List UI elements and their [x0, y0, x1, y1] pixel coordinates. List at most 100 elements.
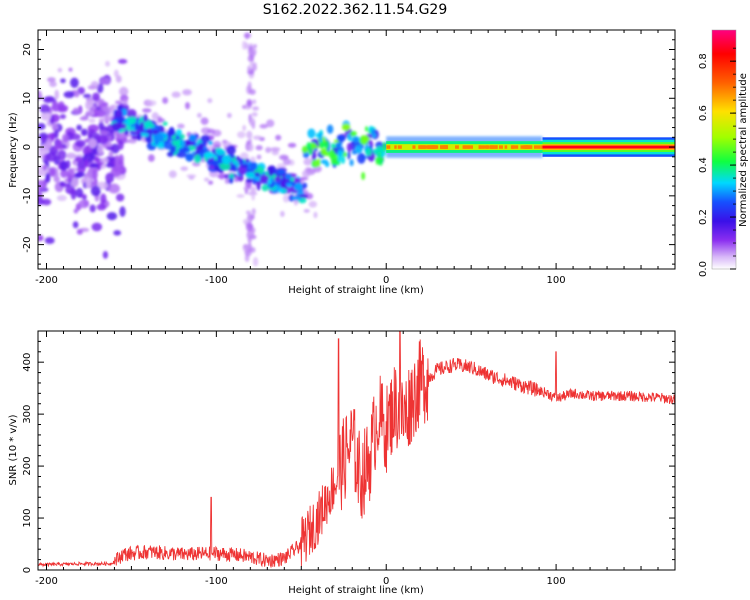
spectrogram-band-core	[432, 145, 438, 149]
spectrogram-blob	[79, 116, 89, 121]
spectrogram-blob	[51, 122, 59, 132]
spectrogram-blob	[86, 99, 94, 106]
spectrogram-blob	[115, 193, 125, 202]
spectrogram-blob	[250, 186, 257, 193]
spectrogram-blob	[83, 93, 92, 99]
spectrogram-blob	[89, 204, 96, 213]
spectrogram-blob	[357, 152, 366, 164]
spectrogram-blob	[254, 172, 261, 177]
spectrogram-blob	[44, 237, 55, 245]
spectrogram-blob	[328, 149, 336, 159]
spectrogram-blob	[253, 44, 257, 49]
spectrogram-blob	[249, 61, 257, 67]
spectrogram-blob	[291, 196, 302, 201]
spectrogram-blob	[93, 178, 98, 187]
spectrogram-blob	[96, 134, 109, 145]
spectrogram-blob	[267, 178, 272, 185]
snr-marks	[38, 331, 675, 569]
spectrogram-band-core	[427, 145, 436, 149]
spectrogram-blob	[247, 143, 254, 152]
spectrogram-x-tick-label: 0	[383, 275, 389, 286]
spectrogram-blob	[100, 193, 107, 204]
colorbar-tick-label: 0.4	[698, 157, 709, 173]
spectrogram-blob	[249, 47, 257, 56]
spectrogram-frame	[37, 29, 676, 270]
spectrogram-blob	[307, 128, 316, 139]
spectrogram-blob	[102, 113, 112, 122]
spectrogram-band-core	[418, 145, 422, 149]
spectrogram-blob	[247, 81, 252, 92]
spectrogram-blob	[163, 140, 173, 150]
spectrogram-blob	[117, 140, 124, 150]
spectrogram-blob	[60, 169, 68, 178]
spectrogram-blob	[89, 162, 100, 168]
spectrogram-blob	[200, 134, 211, 143]
spectrogram-blob	[157, 118, 166, 123]
spectrogram-band-core	[524, 145, 533, 149]
spectrogram-blob	[162, 121, 168, 126]
spectrogram-band-core	[533, 145, 541, 149]
spectrogram-blob	[301, 182, 308, 189]
spectrogram-blob	[65, 152, 77, 159]
spectrogram-x-tick-label: 100	[547, 275, 566, 286]
spectrogram-blob	[293, 182, 303, 191]
spectrogram-blob	[200, 117, 209, 125]
spectrogram-blob	[171, 91, 181, 98]
spectrogram-blob	[98, 118, 104, 123]
spectrogram-y-tick-label: -10	[22, 188, 33, 204]
spectrogram-blob	[361, 172, 366, 181]
spectrogram-blob	[139, 121, 145, 132]
spectrogram-band-core	[510, 145, 515, 149]
spectrogram-blob	[179, 140, 186, 148]
snr-y-tick-label: 300	[22, 405, 33, 424]
spectrogram-blob	[270, 147, 281, 152]
spectrogram-blob	[245, 210, 251, 215]
spectrogram-blob	[203, 177, 210, 182]
spectrogram-y-tick-label: 10	[22, 92, 33, 105]
spectrogram-blob	[245, 222, 253, 232]
spectrogram-blob	[244, 188, 248, 195]
spectrogram-blob	[335, 141, 343, 148]
spectrogram-blob	[119, 206, 126, 217]
spectrogram-blob	[143, 114, 148, 123]
spectrogram-blob	[248, 88, 256, 95]
spectrogram-blob	[70, 177, 79, 188]
spectrogram-blob	[114, 109, 123, 118]
spectrogram-blob	[180, 166, 189, 171]
spectrogram-band-core	[455, 145, 459, 149]
spectrogram-blob	[56, 195, 67, 202]
spectrogram-blob	[50, 132, 55, 141]
spectrogram-blob	[306, 142, 312, 150]
colorbar-tick-label: 0.6	[698, 105, 709, 121]
spectrogram-blob	[209, 159, 220, 167]
spectrogram-band-core	[463, 145, 467, 149]
spectrogram-blob	[277, 188, 284, 193]
spectrogram-blob	[188, 176, 195, 180]
figure-title: S162.2022.362.11.54.G29	[263, 2, 448, 18]
colorbar: 0.0 0.2 0.4 0.6 0.8 Normalized spectral ampl…	[698, 29, 749, 277]
spectrogram-blob	[100, 78, 111, 85]
spectrogram-blob	[57, 149, 67, 161]
colorbar-label: Normalized spectral amplitude	[738, 73, 749, 227]
spectrogram-x-axis-label: Height of straight line (km)	[288, 285, 424, 296]
spectrogram-blob	[70, 77, 79, 88]
spectrogram-band-core	[444, 145, 449, 149]
snr-y-tick-label: 0	[22, 567, 33, 573]
spectrogram-blob	[303, 158, 313, 166]
spectrogram-blob	[57, 67, 63, 73]
spectrogram-blob	[286, 183, 293, 188]
spectrogram-band-core	[394, 145, 397, 149]
spectrogram-blob	[65, 159, 71, 169]
spectrogram-blob	[105, 172, 115, 183]
spectrogram-blob	[219, 162, 231, 171]
spectrogram-blob	[107, 142, 112, 147]
spectrogram-blob	[230, 164, 237, 171]
snr-x-tick-label: 0	[383, 576, 389, 587]
spectrogram-blob	[97, 143, 104, 155]
spectrogram-blob	[349, 159, 354, 167]
spectrogram-blob	[147, 154, 155, 162]
spectrogram-blob	[224, 178, 230, 184]
spectrogram-blob	[162, 97, 169, 104]
